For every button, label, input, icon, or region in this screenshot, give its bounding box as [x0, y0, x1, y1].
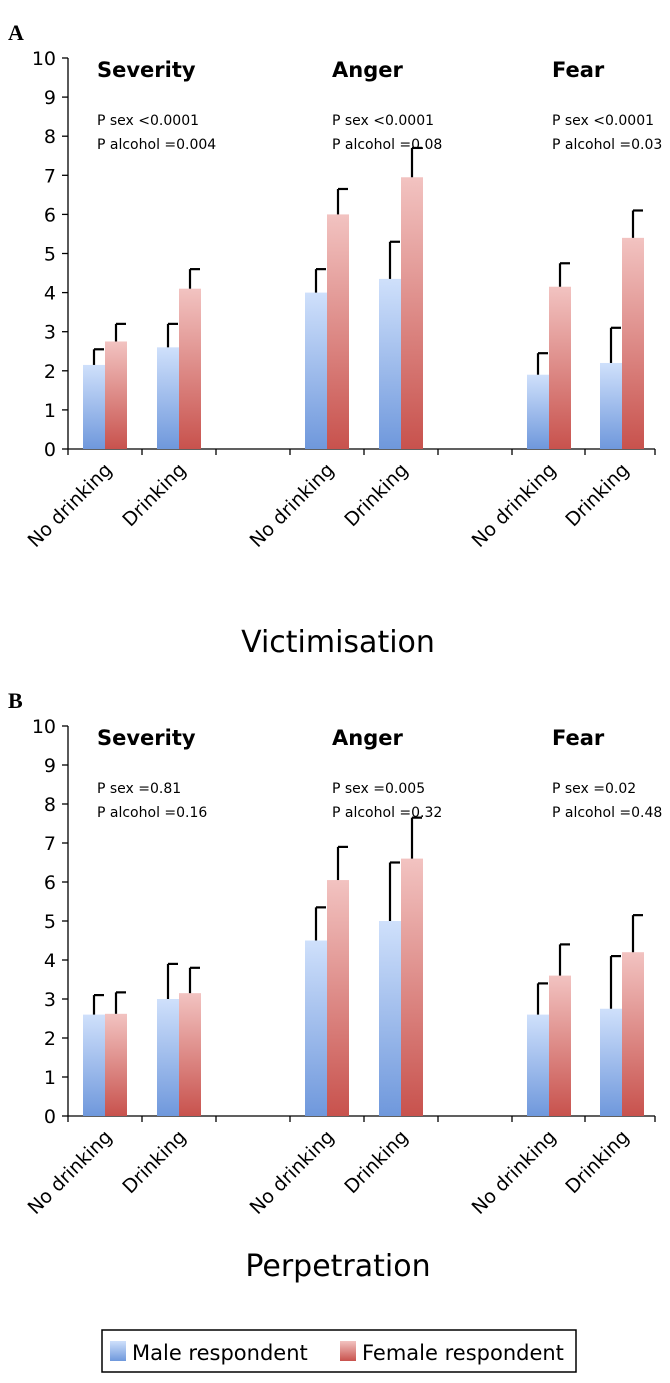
category-label: Drinking	[340, 459, 412, 531]
group-label: Fear	[552, 726, 605, 750]
bar-female	[549, 286, 571, 449]
bar-male	[379, 278, 401, 449]
panel-a: A 0 1 2 3 4 5 6 7 8 9 10 Severity P sex <0.0001 P al…	[8, 20, 662, 660]
y-tick-label: 2	[44, 1028, 56, 1050]
group-label: Severity	[97, 58, 196, 82]
bar-female	[549, 975, 571, 1116]
bar-male	[157, 999, 179, 1116]
bar-male	[527, 374, 549, 449]
stat-annotation: P sex =0.005	[332, 781, 425, 797]
y-tick-label: 6	[44, 204, 56, 226]
legend-swatch-male	[110, 1341, 126, 1361]
stat-annotation: P alcohol =0.03	[552, 137, 662, 153]
legend: Male respondent Female respondent	[101, 1329, 577, 1373]
group-label: Fear	[552, 58, 605, 82]
category-labels: No drinking Drinking No drinking Drinking No…	[24, 1126, 634, 1219]
y-axis: 0 1 2 3 4 5 6 7 8 9 10	[32, 716, 69, 1128]
legend-box	[101, 1329, 577, 1373]
group-label: Anger	[332, 58, 403, 82]
bar-female	[401, 858, 423, 1116]
y-tick-label: 2	[44, 361, 56, 383]
bar-female	[105, 1013, 127, 1116]
stat-annotation: P alcohol =0.16	[97, 805, 207, 821]
bar-female	[105, 341, 127, 449]
category-label: Drinking	[340, 1126, 412, 1198]
group-headers: Severity P sex <0.0001 P alcohol =0.004 Ang…	[97, 58, 662, 153]
bar-male	[83, 1014, 105, 1116]
y-tick-label: 3	[44, 322, 56, 344]
category-label: Drinking	[561, 1126, 633, 1198]
x-axis	[67, 1115, 656, 1122]
bar-female	[179, 288, 201, 449]
category-label: Drinking	[118, 459, 190, 531]
y-tick-label: 4	[44, 283, 56, 305]
stat-annotation: P sex =0.81	[97, 781, 181, 797]
category-labels: No drinking Drinking No drinking Drinking No…	[24, 459, 634, 552]
bar-male	[305, 292, 327, 449]
bar-female	[327, 214, 349, 449]
y-tick-label: 7	[44, 165, 56, 187]
stat-annotation: P alcohol =0.32	[332, 805, 442, 821]
y-tick-label: 10	[32, 716, 56, 738]
stat-annotation: P sex <0.0001	[97, 113, 199, 129]
y-tick-label: 6	[44, 872, 56, 894]
y-tick-label: 10	[32, 48, 56, 70]
category-label: No drinking	[246, 459, 339, 552]
category-label: No drinking	[24, 459, 117, 552]
bar-female	[622, 237, 644, 449]
bar-male	[83, 364, 105, 449]
bars	[83, 816, 644, 1116]
category-label: No drinking	[468, 1126, 561, 1219]
bar-male	[379, 921, 401, 1116]
panel-b: B 0 1 2 3 4 5 6 7 8 9 10 Severity P sex =0.81 P alco…	[8, 688, 662, 1284]
y-tick-label: 4	[44, 950, 56, 972]
y-tick-label: 7	[44, 833, 56, 855]
y-tick-label: 5	[44, 911, 56, 933]
stat-annotation: P sex <0.0001	[552, 113, 654, 129]
panel-label: B	[8, 688, 23, 713]
bars	[83, 146, 644, 449]
bar-female	[179, 993, 201, 1116]
category-label: No drinking	[468, 459, 561, 552]
y-tick-label: 9	[44, 87, 56, 109]
stat-annotation: P sex <0.0001	[332, 113, 434, 129]
chart-title: Victimisation	[241, 625, 435, 660]
y-tick-label: 8	[44, 794, 56, 816]
y-tick-label: 1	[44, 1067, 56, 1089]
y-tick-label: 5	[44, 244, 56, 266]
x-axis	[67, 448, 656, 455]
bar-male	[527, 1014, 549, 1116]
category-label: No drinking	[24, 1126, 117, 1219]
y-tick-label: 0	[44, 439, 56, 461]
stat-annotation: P sex =0.02	[552, 781, 636, 797]
group-label: Severity	[97, 726, 196, 750]
stat-annotation: P alcohol =0.004	[97, 137, 216, 153]
bar-female	[401, 177, 423, 449]
category-label: Drinking	[118, 1126, 190, 1198]
stat-annotation: P alcohol =0.48	[552, 805, 662, 821]
legend-label-male: Male respondent	[132, 1341, 308, 1365]
stat-annotation: P alcohol =0.08	[332, 137, 442, 153]
bar-female	[327, 880, 349, 1116]
y-tick-label: 3	[44, 989, 56, 1011]
y-tick-label: 0	[44, 1106, 56, 1128]
legend-swatch-female	[340, 1341, 356, 1361]
group-label: Anger	[332, 726, 403, 750]
bar-male	[600, 362, 622, 449]
bar-female	[622, 952, 644, 1116]
category-label: Drinking	[561, 459, 633, 531]
y-tick-label: 8	[44, 126, 56, 148]
legend-label-female: Female respondent	[362, 1341, 564, 1365]
group-headers: Severity P sex =0.81 P alcohol =0.16 Anger P…	[97, 726, 662, 821]
bar-male	[305, 940, 327, 1116]
category-label: No drinking	[246, 1126, 339, 1219]
bar-male	[600, 1008, 622, 1116]
bar-male	[157, 347, 179, 449]
chart-title: Perpetration	[245, 1249, 430, 1284]
y-axis: 0 1 2 3 4 5 6 7 8 9 10	[32, 48, 69, 461]
y-tick-label: 1	[44, 400, 56, 422]
y-tick-label: 9	[44, 755, 56, 777]
panel-label: A	[8, 20, 24, 45]
